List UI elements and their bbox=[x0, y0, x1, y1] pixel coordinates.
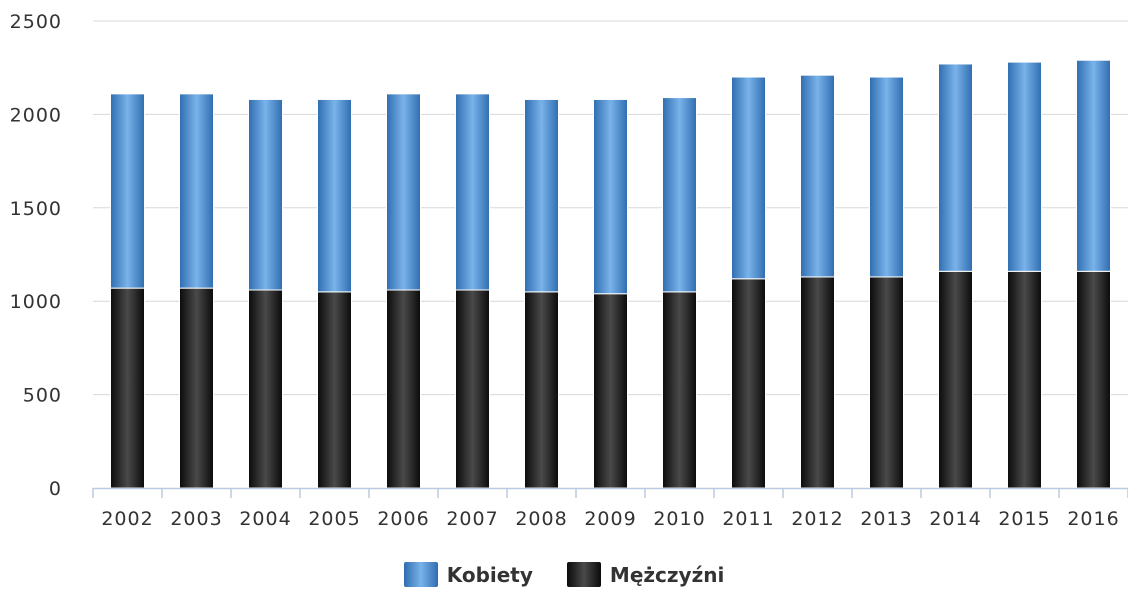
bar-mezczyzni-2011[interactable] bbox=[731, 278, 766, 489]
bar-mezczyzni-2013[interactable] bbox=[869, 276, 904, 489]
legend-label-mezczyzni: Mężczyźni bbox=[609, 562, 725, 587]
bar-kobiety-2003[interactable] bbox=[179, 93, 214, 289]
bar-mezczyzni-2014[interactable] bbox=[938, 270, 973, 489]
bar-kobiety-2007[interactable] bbox=[455, 93, 490, 291]
bar-kobiety-2006[interactable] bbox=[386, 93, 421, 291]
bar-mezczyzni-2004[interactable] bbox=[248, 289, 283, 489]
legend-item-kobiety[interactable]: Kobiety bbox=[403, 562, 533, 587]
x-tick-label: 2009 bbox=[584, 508, 636, 530]
x-tick-label: 2003 bbox=[170, 508, 222, 530]
x-tick-label: 2004 bbox=[239, 508, 291, 530]
x-tick-label: 2015 bbox=[998, 508, 1050, 530]
bar-kobiety-2009[interactable] bbox=[593, 98, 628, 295]
x-tick-label: 2012 bbox=[791, 508, 843, 530]
bar-mezczyzni-2009[interactable] bbox=[593, 293, 628, 489]
bar-kobiety-2016[interactable] bbox=[1076, 59, 1111, 272]
x-tick-label: 2005 bbox=[308, 508, 360, 530]
bar-kobiety-2014[interactable] bbox=[938, 63, 973, 272]
bar-mezczyzni-2010[interactable] bbox=[662, 291, 697, 489]
bar-kobiety-2012[interactable] bbox=[800, 74, 835, 278]
legend-item-mezczyzni[interactable]: Mężczyźni bbox=[566, 562, 725, 587]
y-tick-label: 2500 bbox=[10, 11, 62, 33]
bar-mezczyzni-2005[interactable] bbox=[317, 291, 352, 489]
bar-kobiety-2010[interactable] bbox=[662, 97, 697, 293]
x-tick-label: 2002 bbox=[101, 508, 153, 530]
bar-mezczyzni-2006[interactable] bbox=[386, 289, 421, 489]
legend-swatch-mezczyzni bbox=[566, 562, 601, 587]
bar-mezczyzni-2002[interactable] bbox=[110, 287, 145, 489]
x-tick-label: 2006 bbox=[377, 508, 429, 530]
bar-kobiety-2011[interactable] bbox=[731, 76, 766, 280]
bars bbox=[110, 59, 1111, 489]
bar-kobiety-2013[interactable] bbox=[869, 76, 904, 278]
bar-mezczyzni-2003[interactable] bbox=[179, 287, 214, 489]
legend: Kobiety Mężczyźni bbox=[0, 562, 1128, 587]
bar-kobiety-2002[interactable] bbox=[110, 93, 145, 289]
bar-mezczyzni-2015[interactable] bbox=[1007, 270, 1042, 489]
bar-mezczyzni-2016[interactable] bbox=[1076, 270, 1111, 489]
x-axis: 2002 2003 2004 2005 2006 2007 2008 2009 2010 2011… bbox=[92, 487, 1128, 530]
x-tick-label: 2013 bbox=[860, 508, 912, 530]
bar-kobiety-2005[interactable] bbox=[317, 98, 352, 293]
legend-label-kobiety: Kobiety bbox=[446, 562, 533, 587]
bar-mezczyzni-2007[interactable] bbox=[455, 289, 490, 489]
y-tick-label: 0 bbox=[49, 478, 62, 500]
bar-mezczyzni-2012[interactable] bbox=[800, 276, 835, 489]
x-tick-label: 2007 bbox=[446, 508, 498, 530]
bar-kobiety-2004[interactable] bbox=[248, 98, 283, 291]
x-tick-label: 2014 bbox=[929, 508, 981, 530]
legend-swatch-kobiety bbox=[403, 562, 438, 587]
x-tick-label: 2011 bbox=[722, 508, 774, 530]
x-tick-label: 2010 bbox=[653, 508, 705, 530]
bar-kobiety-2008[interactable] bbox=[524, 98, 559, 293]
y-axis: 0 500 1000 1500 2000 2500 bbox=[10, 11, 62, 500]
y-tick-label: 1000 bbox=[10, 291, 62, 313]
bar-kobiety-2015[interactable] bbox=[1007, 61, 1042, 272]
bar-mezczyzni-2008[interactable] bbox=[524, 291, 559, 489]
y-tick-label: 1500 bbox=[10, 198, 62, 220]
x-tick-label: 2008 bbox=[515, 508, 567, 530]
y-tick-label: 500 bbox=[23, 385, 62, 407]
x-tick-label: 2016 bbox=[1067, 508, 1119, 530]
y-tick-label: 2000 bbox=[10, 104, 62, 126]
